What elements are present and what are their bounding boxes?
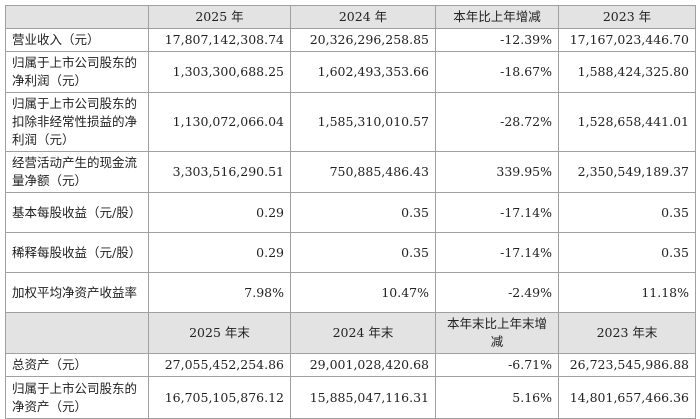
value-cell: 15,885,047,116.31	[290, 376, 436, 419]
value-cell: 0.29	[148, 192, 291, 233]
value-cell: 17,167,023,446.70	[558, 28, 696, 52]
value-cell: 1,585,310,010.57	[290, 92, 436, 152]
header-cell: 本年末比上年末增减	[435, 312, 559, 354]
value-cell: -12.39%	[435, 28, 559, 52]
value-cell: 0.35	[558, 192, 696, 233]
header-cell: 2025 年	[148, 5, 291, 29]
header-cell: 2023 年末	[558, 312, 696, 354]
data-row: 稀释每股收益（元/股） 0.29 0.35 -17.14% 0.35	[5, 232, 696, 273]
value-cell: 750,885,486.43	[290, 151, 436, 193]
header-cell: 本年比上年增减	[435, 5, 559, 29]
row-label: 归属于上市公司股东的净利润（元）	[5, 51, 149, 93]
value-cell: 339.95%	[435, 151, 559, 193]
value-cell: 29,001,028,420.68	[290, 353, 436, 377]
value-cell: 20,326,296,258.85	[290, 28, 436, 52]
data-row: 经营活动产生的现金流量净额（元） 3,303,516,290.51 750,885,…	[5, 151, 696, 193]
value-cell: -18.67%	[435, 51, 559, 93]
value-cell: 27,055,452,254.86	[148, 353, 291, 377]
value-cell: -28.72%	[435, 92, 559, 152]
value-cell: 0.35	[558, 232, 696, 273]
value-cell: 1,588,424,325.80	[558, 51, 696, 93]
data-row: 归属于上市公司股东的净利润（元） 1,303,300,688.25 1,602,49…	[5, 51, 696, 93]
value-cell: 16,705,105,876.12	[148, 376, 291, 419]
row-label: 总资产（元）	[5, 353, 149, 377]
data-row: 营业收入（元） 17,807,142,308.74 20,326,296,258.8…	[5, 28, 696, 52]
value-cell: 1,130,072,066.04	[148, 92, 291, 152]
header-cell: 2025 年末	[148, 312, 291, 354]
financial-table: 2025 年 2024 年本年比上年增减 2023 年营业收入（元） 17,807,1…	[5, 5, 696, 419]
row-label: 稀释每股收益（元/股）	[5, 232, 149, 273]
page: 2025 年 2024 年本年比上年增减 2023 年营业收入（元） 17,807,1…	[5, 5, 696, 419]
value-cell: 0.35	[290, 232, 436, 273]
header-corner	[5, 5, 149, 29]
data-row: 归属于上市公司股东的净资产（元） 16,705,105,876.12 15,885,…	[5, 376, 696, 419]
value-cell: -2.49%	[435, 272, 559, 313]
header-cell: 2024 年	[290, 5, 436, 29]
value-cell: 3,303,516,290.51	[148, 151, 291, 193]
value-cell: 26,723,545,986.88	[558, 353, 696, 377]
value-cell: 7.98%	[148, 272, 291, 313]
data-row: 总资产（元） 27,055,452,254.86 29,001,028,420.68…	[5, 353, 696, 377]
row-label: 归属于上市公司股东的扣除非经常性损益的净利润（元）	[5, 92, 149, 152]
value-cell: 17,807,142,308.74	[148, 28, 291, 52]
data-row: 归属于上市公司股东的扣除非经常性损益的净利润（元） 1,130,072,066.0…	[5, 92, 696, 152]
row-label: 归属于上市公司股东的净资产（元）	[5, 376, 149, 419]
header-row: 2025 年末 2024 年末 本年末比上年末增减 2023 年末	[5, 312, 696, 354]
row-label: 基本每股收益（元/股）	[5, 192, 149, 233]
header-cell: 2024 年末	[290, 312, 436, 354]
header-cell: 2023 年	[558, 5, 696, 29]
row-label: 加权平均净资产收益率	[5, 272, 149, 313]
value-cell: 5.16%	[435, 376, 559, 419]
value-cell: 1,303,300,688.25	[148, 51, 291, 93]
value-cell: 1,602,493,353.66	[290, 51, 436, 93]
value-cell: 2,350,549,189.37	[558, 151, 696, 193]
header-corner	[5, 312, 149, 354]
value-cell: 14,801,657,466.36	[558, 376, 696, 419]
value-cell: 0.35	[290, 192, 436, 233]
header-row: 2025 年 2024 年本年比上年增减 2023 年	[5, 5, 696, 29]
value-cell: -17.14%	[435, 192, 559, 233]
value-cell: 1,528,658,441.01	[558, 92, 696, 152]
value-cell: 0.29	[148, 232, 291, 273]
value-cell: 11.18%	[558, 272, 696, 313]
value-cell: -17.14%	[435, 232, 559, 273]
data-row: 基本每股收益（元/股） 0.29 0.35 -17.14% 0.35	[5, 192, 696, 233]
data-row: 加权平均净资产收益率 7.98% 10.47% -2.49% 11.18%	[5, 272, 696, 313]
value-cell: 10.47%	[290, 272, 436, 313]
table-body: 2025 年 2024 年本年比上年增减 2023 年营业收入（元） 17,807,1…	[5, 5, 696, 419]
value-cell: -6.71%	[435, 353, 559, 377]
row-label: 营业收入（元）	[5, 28, 149, 52]
row-label: 经营活动产生的现金流量净额（元）	[5, 151, 149, 193]
